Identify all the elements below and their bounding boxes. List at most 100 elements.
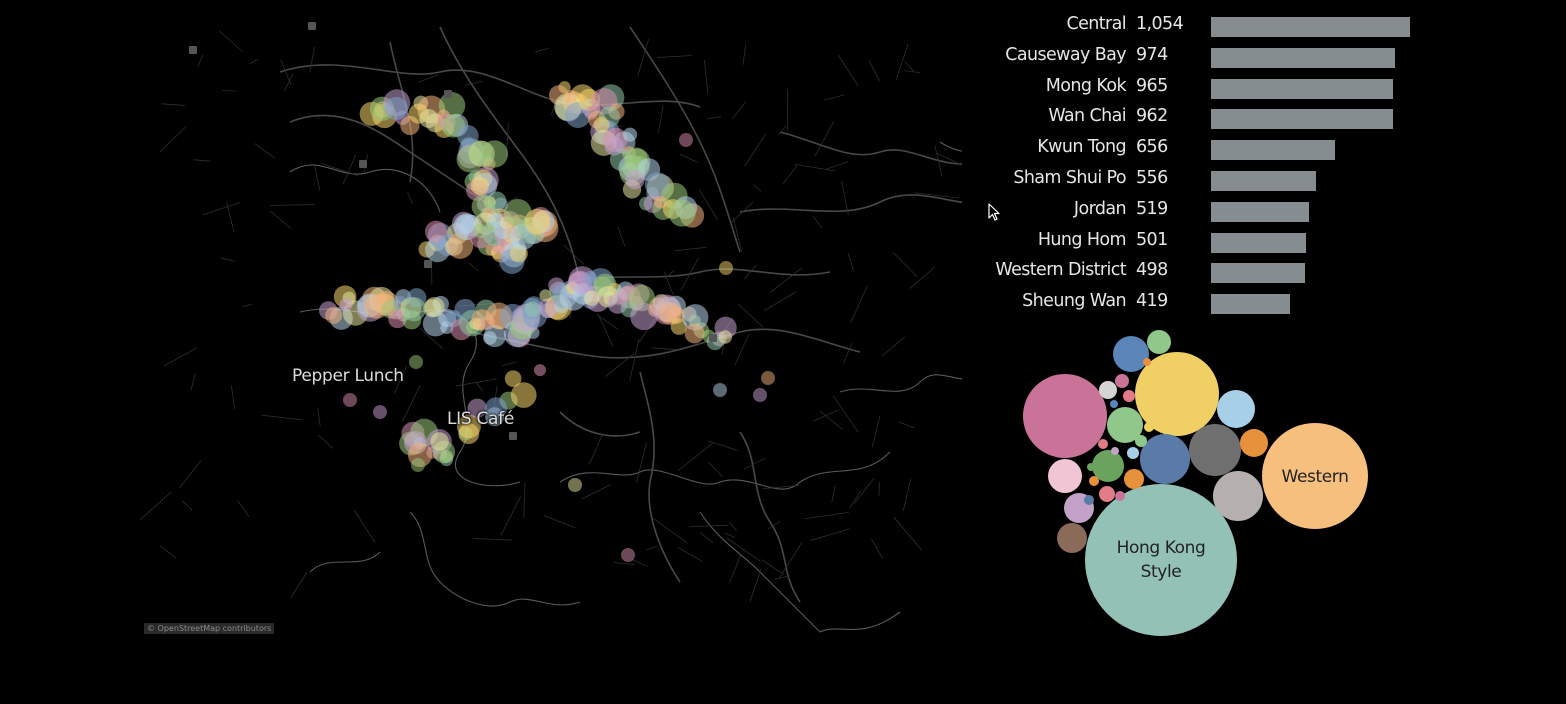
bar-label: Sham Shui Po [1013, 168, 1126, 188]
map-attribution[interactable]: © OpenStreetMap contributors [144, 623, 275, 634]
street [190, 373, 196, 391]
bubble[interactable] [1217, 390, 1255, 428]
mouse-cursor-icon [988, 203, 1002, 228]
street [896, 43, 909, 80]
bar-row[interactable]: Mong Kok 965 [984, 74, 1434, 100]
street [893, 516, 923, 551]
bar-row[interactable]: Western District 498 [984, 258, 1434, 284]
street [892, 251, 918, 278]
street [407, 192, 413, 205]
bubble[interactable] [1115, 491, 1125, 501]
bubble[interactable] [1113, 336, 1149, 372]
bar-row[interactable]: Causeway Bay 974 [984, 43, 1434, 69]
bubble[interactable] [1023, 374, 1107, 458]
bubble[interactable] [1144, 422, 1154, 432]
street [605, 353, 635, 377]
bubble[interactable] [1087, 463, 1095, 471]
bubble[interactable] [1147, 330, 1171, 354]
bubble[interactable] [1127, 447, 1139, 459]
bar[interactable] [1211, 47, 1395, 68]
restaurant-map[interactable] [140, 12, 962, 638]
bubble[interactable] [1057, 523, 1087, 553]
bar[interactable] [1211, 171, 1316, 191]
bubble[interactable] [1099, 486, 1115, 502]
street [597, 314, 618, 330]
street [707, 440, 738, 451]
street [753, 183, 762, 192]
bar[interactable] [1211, 78, 1394, 99]
bubble[interactable] [1084, 495, 1094, 505]
bubble-canvas: Hong Kong Style Western [1023, 330, 1368, 636]
bubble[interactable] [1111, 447, 1119, 455]
bubble[interactable] [1089, 476, 1099, 486]
street [393, 365, 408, 394]
street [744, 264, 757, 280]
street [161, 103, 185, 106]
bubble[interactable] [1092, 450, 1124, 482]
coastline [699, 511, 901, 633]
bubble[interactable] [1240, 429, 1268, 457]
street [588, 434, 603, 465]
bar-row[interactable]: Kwun Tong 656 [984, 135, 1434, 161]
restaurant-dot [625, 169, 645, 190]
bubble[interactable] [1140, 434, 1190, 484]
bubble[interactable] [1110, 400, 1118, 408]
bubble[interactable] [1213, 471, 1263, 521]
bubble[interactable] [1123, 390, 1135, 402]
bubble[interactable] [1135, 435, 1147, 447]
route-shield-icon [308, 22, 316, 30]
bar-row[interactable]: Sham Shui Po 556 [984, 166, 1434, 192]
street [767, 521, 781, 530]
bubble-western[interactable] [1262, 423, 1368, 529]
route-shield-icon [359, 160, 367, 168]
bar-row[interactable]: Central 1,054 [984, 12, 1434, 38]
bar-row[interactable]: Wan Chai 962 [984, 104, 1434, 130]
bar-row[interactable]: Hung Hom 501 [984, 228, 1434, 254]
bubble-hong-kong-style[interactable] [1085, 484, 1237, 636]
bubble[interactable] [1189, 424, 1241, 476]
street [853, 477, 875, 504]
road [639, 371, 681, 583]
restaurant-dot [684, 323, 705, 344]
map-label-lis-cafe: LIS Café [447, 409, 515, 429]
bubble-label: Style [1141, 562, 1182, 582]
street [777, 125, 787, 136]
restaurant-dot [568, 478, 582, 492]
route-shield-icon [444, 90, 452, 98]
coastline [309, 551, 381, 573]
bar[interactable] [1211, 263, 1306, 284]
street [657, 105, 664, 133]
bar-value-label: 419 [1136, 291, 1168, 312]
bar[interactable] [1211, 109, 1393, 130]
bubble[interactable] [1107, 407, 1143, 443]
bubble[interactable] [1143, 358, 1151, 366]
bar[interactable] [1211, 232, 1306, 253]
bar[interactable] [1211, 17, 1410, 37]
bubble[interactable] [1048, 459, 1082, 493]
street [500, 495, 522, 536]
bar-label: Sheung Wan [1022, 291, 1126, 312]
street [871, 415, 881, 448]
street [841, 181, 849, 215]
bar[interactable] [1211, 294, 1291, 315]
street [729, 201, 754, 225]
coastline [409, 511, 581, 607]
bar-row[interactable]: Sheung Wan 419 [984, 289, 1434, 315]
road [739, 431, 801, 603]
road [559, 411, 641, 437]
bubble[interactable] [1135, 352, 1219, 436]
bubble[interactable] [1115, 374, 1129, 388]
street [473, 538, 512, 541]
street [793, 163, 836, 172]
bar[interactable] [1211, 201, 1309, 222]
bubble[interactable] [1124, 469, 1144, 489]
street [734, 333, 750, 366]
restaurant-dot [419, 109, 439, 129]
street [646, 546, 657, 551]
bubble[interactable] [1099, 381, 1117, 399]
bar-row[interactable]: Jordan 519 [984, 197, 1434, 223]
bar[interactable] [1211, 140, 1335, 161]
bubble[interactable] [1098, 439, 1108, 449]
street [812, 215, 823, 229]
map-canvas[interactable] [140, 12, 962, 638]
